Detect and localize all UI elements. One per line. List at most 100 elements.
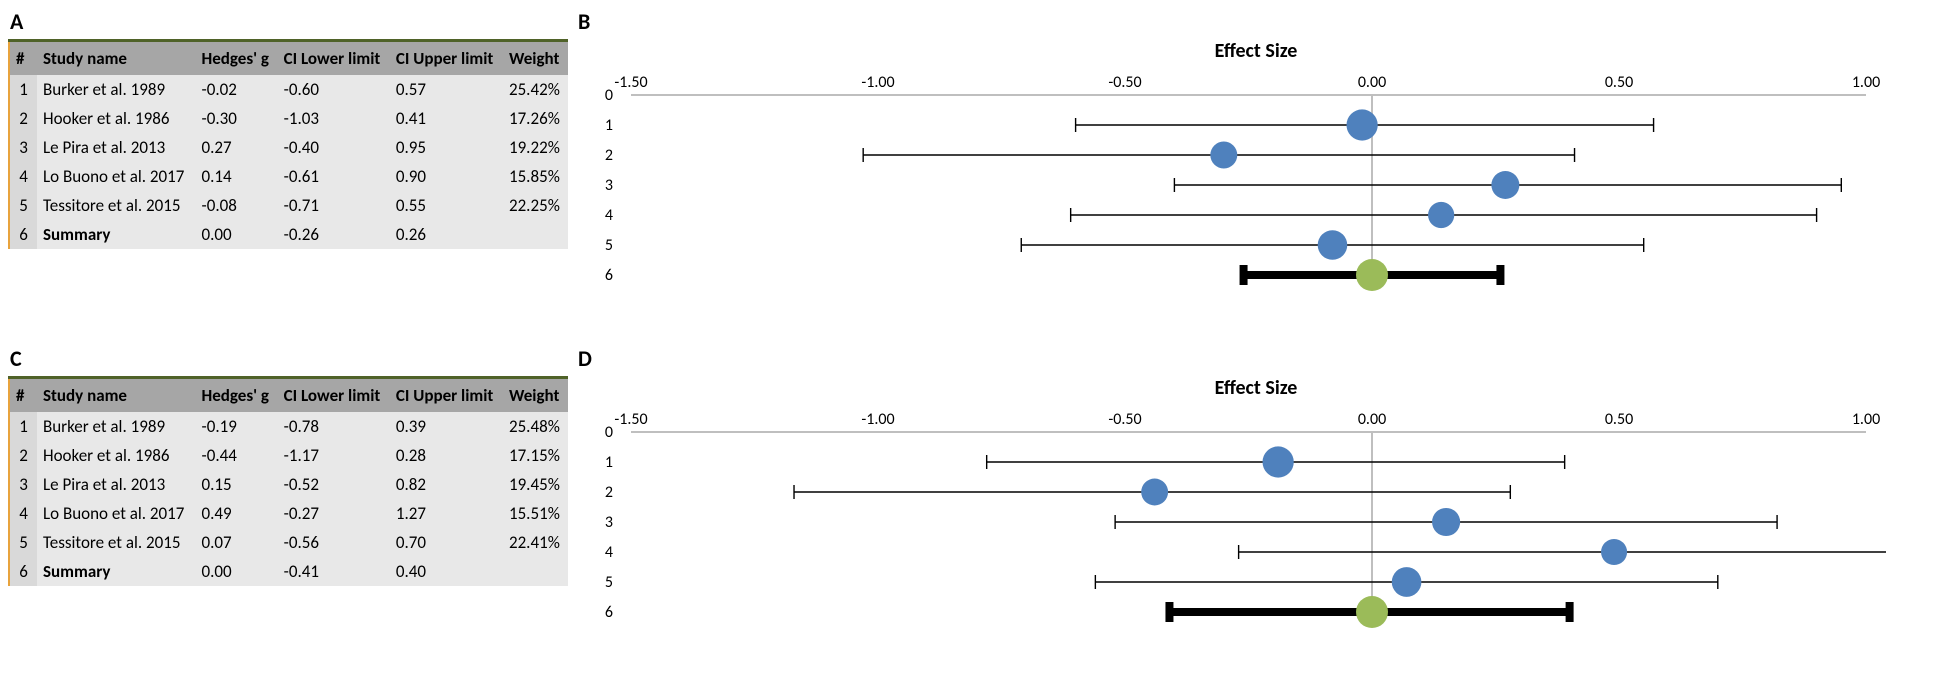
row-wt: 25.48% [503, 412, 568, 441]
forest-row-label: 5 [605, 236, 613, 255]
row-num: 4 [9, 499, 37, 528]
row-hi: 0.70 [390, 528, 503, 557]
study-marker [1263, 446, 1294, 477]
row-num: 3 [9, 470, 37, 499]
row-lo: -0.71 [278, 191, 390, 220]
axis-tick-label: -1.00 [861, 73, 894, 92]
row-g: -0.02 [196, 75, 278, 104]
forest-row-label: 5 [605, 573, 613, 592]
row-study: Hooker et al. 1986 [37, 441, 196, 470]
row-g: 0.00 [196, 220, 278, 249]
study-marker [1432, 508, 1460, 536]
table-row: 2Hooker et al. 1986-0.30-1.030.4117.26% [9, 104, 568, 133]
table-row: 3Le Pira et al. 20130.15-0.520.8219.45% [9, 470, 568, 499]
forest-row-label: 2 [605, 483, 613, 502]
study-marker [1392, 567, 1422, 597]
forest-row-label: 4 [605, 206, 613, 225]
row-wt: 15.51% [503, 499, 568, 528]
row-lo: -0.60 [278, 75, 390, 104]
row-hi: 0.26 [390, 220, 503, 249]
row-wt [503, 220, 568, 249]
row-study: Le Pira et al. 2013 [37, 133, 196, 162]
summary-marker [1356, 259, 1388, 291]
row-lo: -0.52 [278, 470, 390, 499]
forest-row-label: 3 [605, 176, 613, 195]
axis-tick-label: 0.00 [1358, 73, 1386, 92]
row-num: 5 [9, 191, 37, 220]
row-hi: 0.95 [390, 133, 503, 162]
forest-row-label: 1 [605, 453, 613, 472]
row-g: 0.07 [196, 528, 278, 557]
th-wt: Weight [503, 378, 568, 413]
table-row: 3Le Pira et al. 20130.27-0.400.9519.22% [9, 133, 568, 162]
row-study: Le Pira et al. 2013 [37, 470, 196, 499]
row-lo: -1.17 [278, 441, 390, 470]
row-g: 0.49 [196, 499, 278, 528]
forest-row-label: 0 [605, 86, 613, 105]
row-hi: 0.55 [390, 191, 503, 220]
row-g: -0.19 [196, 412, 278, 441]
axis-tick-label: 0.50 [1605, 73, 1633, 92]
forest-row-label: 1 [605, 116, 613, 135]
row-num: 2 [9, 441, 37, 470]
th-lo: CI Lower limit [278, 378, 390, 413]
table-a: # Study name Hedges' g CI Lower limit CI… [8, 39, 568, 249]
panel-b-label: B [578, 8, 1936, 35]
row-num: 3 [9, 133, 37, 162]
axis-tick-label: 1.00 [1852, 73, 1880, 92]
forest-plot-b: -1.50-1.00-0.500.000.501.000123456 [576, 65, 1886, 305]
table-c: # Study name Hedges' g CI Lower limit CI… [8, 376, 568, 586]
row-hi: 0.41 [390, 104, 503, 133]
row-study: Summary [37, 220, 196, 249]
forest-row-label: 2 [605, 146, 613, 165]
axis-tick-label: -1.50 [614, 410, 647, 429]
th-wt: Weight [503, 41, 568, 76]
row-g: -0.08 [196, 191, 278, 220]
row-lo: -0.41 [278, 557, 390, 586]
row-hi: 0.28 [390, 441, 503, 470]
table-row: 4Lo Buono et al. 20170.49-0.271.2715.51% [9, 499, 568, 528]
forest-row-label: 0 [605, 423, 613, 442]
study-marker [1491, 171, 1519, 199]
study-marker [1601, 539, 1627, 565]
row-hi: 0.90 [390, 162, 503, 191]
row-wt: 22.25% [503, 191, 568, 220]
panel-a: A # Study name Hedges' g CI Lower limit … [8, 8, 568, 305]
forest-row-label: 4 [605, 543, 613, 562]
forest-d-title: Effect Size [576, 376, 1936, 400]
row-wt: 17.26% [503, 104, 568, 133]
study-marker [1347, 109, 1378, 140]
forest-row-label: 6 [605, 603, 613, 622]
row-g: 0.27 [196, 133, 278, 162]
th-study: Study name [37, 41, 196, 76]
study-marker [1318, 230, 1348, 260]
panel-b: B Effect Size -1.50-1.00-0.500.000.501.0… [576, 8, 1936, 305]
table-row-summary: 6Summary0.00-0.410.40 [9, 557, 568, 586]
panel-d: D Effect Size -1.50-1.00-0.500.000.501.0… [576, 345, 1936, 642]
row-wt: 17.15% [503, 441, 568, 470]
row-num: 1 [9, 412, 37, 441]
table-row: 5Tessitore et al. 20150.07-0.560.7022.41… [9, 528, 568, 557]
row-num: 1 [9, 75, 37, 104]
row-num: 5 [9, 528, 37, 557]
row-study: Tessitore et al. 2015 [37, 528, 196, 557]
row-hi: 0.82 [390, 470, 503, 499]
th-g: Hedges' g [196, 378, 278, 413]
th-lo: CI Lower limit [278, 41, 390, 76]
table-row: 5Tessitore et al. 2015-0.08-0.710.5522.2… [9, 191, 568, 220]
row-wt: 22.41% [503, 528, 568, 557]
row-g: -0.30 [196, 104, 278, 133]
row-hi: 1.27 [390, 499, 503, 528]
study-marker [1210, 142, 1237, 169]
th-hi: CI Upper limit [390, 41, 503, 76]
row-g: -0.44 [196, 441, 278, 470]
th-study: Study name [37, 378, 196, 413]
panel-c-label: C [10, 345, 568, 372]
row-num: 6 [9, 557, 37, 586]
th-num: # [9, 41, 37, 76]
row-lo: -0.61 [278, 162, 390, 191]
row-study: Lo Buono et al. 2017 [37, 499, 196, 528]
axis-tick-label: 0.00 [1358, 410, 1386, 429]
forest-row-label: 6 [605, 266, 613, 285]
row-hi: 0.40 [390, 557, 503, 586]
